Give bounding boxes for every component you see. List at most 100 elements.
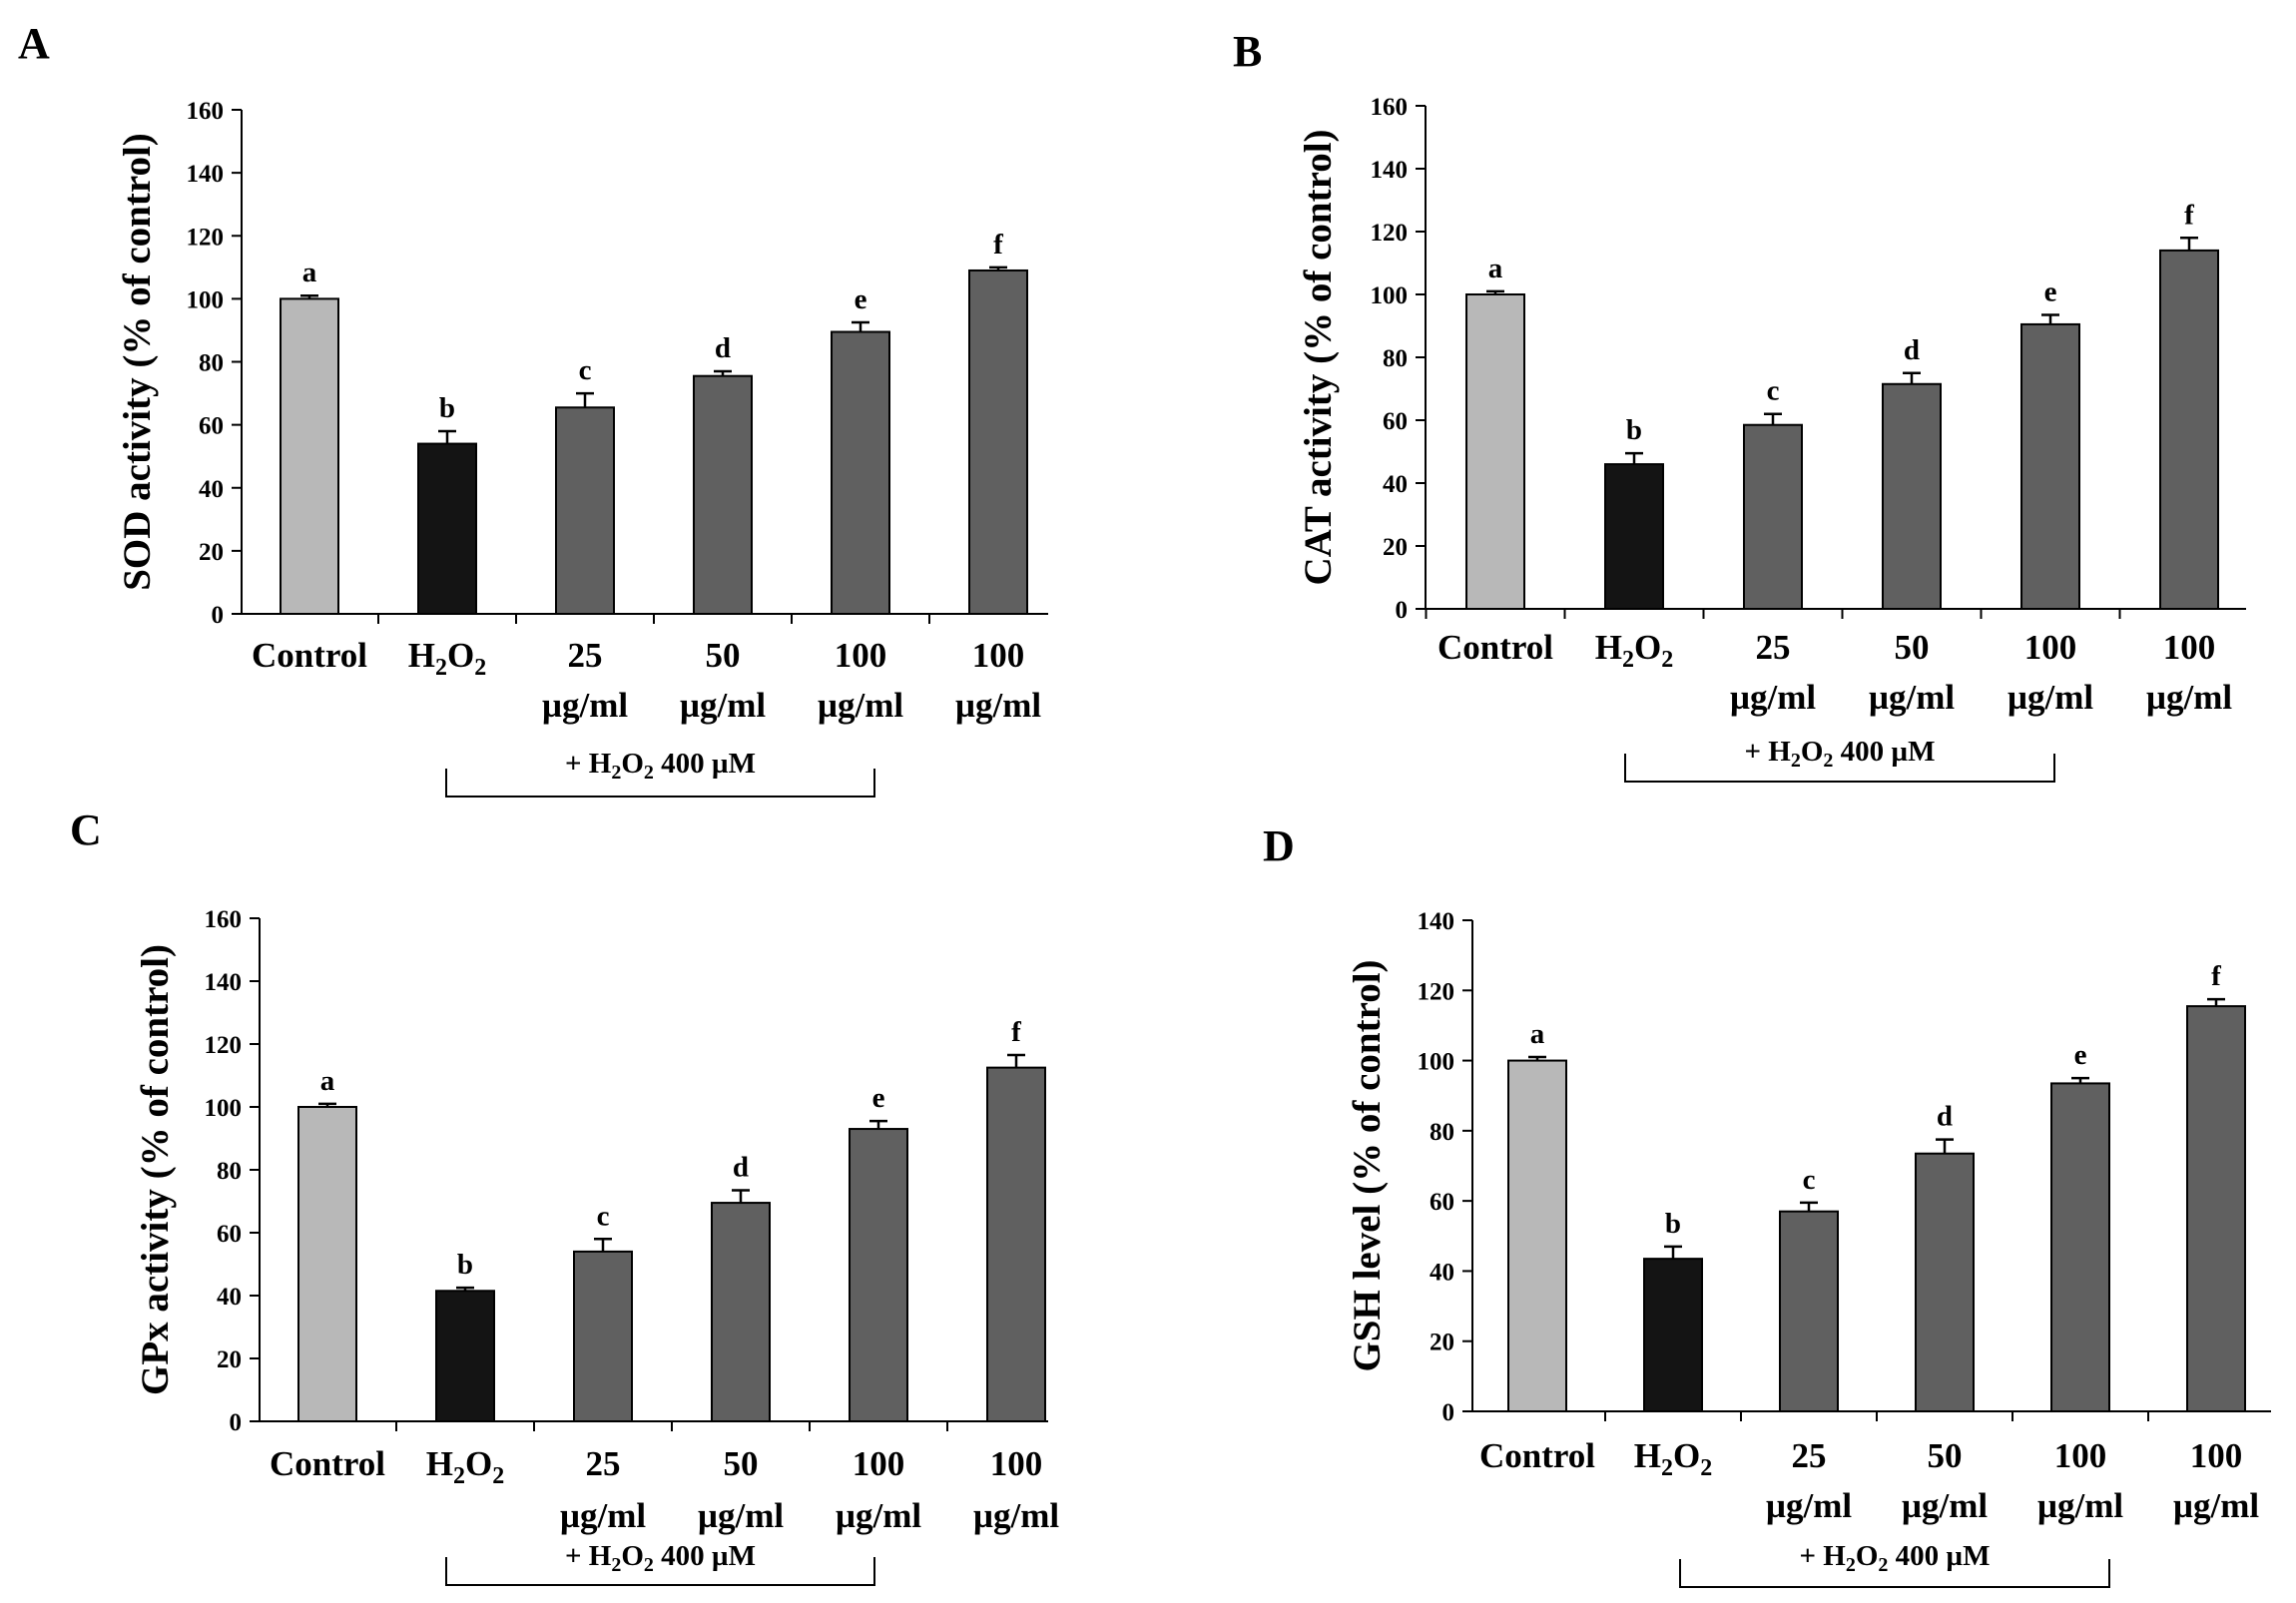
- bar: [297, 1106, 357, 1422]
- significance-letter: b: [1626, 414, 1642, 446]
- bar: [2186, 1005, 2246, 1412]
- treatment-bracket-label: + H2O2 400 µM: [1745, 736, 1936, 772]
- significance-letter: b: [1665, 1208, 1681, 1240]
- x-category-label: H2O2: [426, 1444, 504, 1489]
- significance-letter: b: [439, 392, 455, 424]
- x-category-unit-label: µg/ml: [973, 1496, 1060, 1535]
- x-category-label: 100: [853, 1444, 905, 1483]
- bar: [693, 374, 753, 615]
- significance-letter: a: [320, 1065, 335, 1097]
- x-category-label: 50: [724, 1444, 759, 1483]
- panel-letter: D: [1263, 821, 1295, 870]
- y-axis-label: SOD activity (% of control): [116, 133, 159, 591]
- y-tick-label: 140: [1418, 908, 1455, 935]
- significance-letter: c: [579, 354, 592, 386]
- y-tick-label: 0: [1396, 597, 1409, 624]
- x-category-label: 100: [835, 636, 887, 675]
- treatment-bracket: [445, 1557, 875, 1586]
- x-category-unit-label: µg/ml: [2146, 678, 2233, 717]
- x-category-label: 100: [2054, 1436, 2107, 1475]
- y-tick-label: 20: [1383, 534, 1408, 561]
- bar: [1604, 463, 1664, 610]
- significance-letter: f: [2211, 960, 2221, 992]
- x-category-label: Control: [252, 636, 367, 675]
- y-tick-label: 40: [217, 1284, 242, 1311]
- bar: [711, 1202, 771, 1422]
- y-tick-label: 120: [1418, 978, 1455, 1005]
- significance-letter: c: [1767, 375, 1780, 407]
- x-category-label: Control: [270, 1444, 385, 1483]
- bar: [1507, 1059, 1567, 1412]
- treatment-bracket-label: + H2O2 400 µM: [1800, 1540, 1991, 1576]
- x-category-label: 25: [1792, 1436, 1827, 1475]
- x-category-unit-label: µg/ml: [560, 1496, 647, 1535]
- significance-letter: d: [733, 1151, 749, 1183]
- significance-letter: f: [993, 229, 1003, 261]
- panel-letter: A: [18, 19, 50, 68]
- y-tick-label: 140: [205, 969, 243, 996]
- bar: [968, 268, 1028, 615]
- significance-letter: f: [2184, 199, 2194, 231]
- treatment-bracket: [1624, 754, 2055, 783]
- y-tick-label: 100: [1418, 1049, 1455, 1076]
- x-category-label: 50: [706, 636, 741, 675]
- treatment-bracket: [1679, 1559, 2110, 1588]
- x-category-unit-label: µg/ml: [680, 686, 767, 725]
- chart-panel-a: A 0 20 40 60 80 100 120 140 160 SOD activity (% of…: [18, 19, 1048, 798]
- y-tick-label: 60: [199, 413, 224, 440]
- y-axis-label: CAT activity (% of control): [1297, 129, 1340, 585]
- x-category-unit-label: µg/ml: [1902, 1486, 1989, 1525]
- x-category-label: 100: [2163, 628, 2216, 667]
- chart-panel-d: D 0 20 40 60 80 100 120 140 GSH level (% of contr…: [1263, 821, 2271, 1588]
- y-axis-label: GPx activity (% of control): [134, 944, 177, 1395]
- significance-letter: a: [1530, 1018, 1545, 1050]
- y-tick-label: 80: [199, 350, 224, 377]
- x-category-label: Control: [1437, 628, 1553, 667]
- x-category-label: H2O2: [408, 636, 486, 681]
- bar: [2050, 1082, 2110, 1413]
- significance-letter: c: [1803, 1164, 1816, 1196]
- x-category-unit-label: µg/ml: [836, 1496, 922, 1535]
- bar: [1743, 423, 1803, 610]
- significance-letter: c: [597, 1200, 610, 1232]
- y-tick-label: 60: [1430, 1189, 1454, 1216]
- y-tick-label: 160: [187, 98, 225, 125]
- bar: [831, 330, 890, 615]
- y-tick-label: 40: [1383, 471, 1408, 498]
- y-tick-label: 20: [199, 539, 224, 566]
- y-tick-label: 100: [187, 286, 225, 313]
- significance-letter: d: [715, 332, 731, 364]
- x-category-unit-label: µg/ml: [1730, 678, 1817, 717]
- y-tick-label: 0: [1442, 1399, 1455, 1426]
- chart-panel-c: C 0 20 40 60 80 100 120 140 160 GPx activity (% of…: [70, 805, 1060, 1586]
- x-category-unit-label: µg/ml: [1869, 678, 1956, 717]
- x-category-label: 25: [568, 636, 603, 675]
- x-category-label: H2O2: [1595, 628, 1673, 673]
- x-category-unit-label: µg/ml: [955, 686, 1042, 725]
- panel-letter: C: [70, 805, 102, 854]
- bar: [280, 297, 339, 615]
- x-category-unit-label: µg/ml: [1766, 1486, 1853, 1525]
- y-tick-label: 120: [205, 1032, 243, 1059]
- x-category-unit-label: µg/ml: [542, 686, 629, 725]
- bar: [573, 1250, 633, 1423]
- y-tick-label: 20: [217, 1346, 242, 1373]
- y-tick-label: 80: [1383, 345, 1408, 372]
- bar: [2159, 249, 2219, 610]
- y-tick-label: 40: [199, 476, 224, 503]
- y-tick-label: 80: [217, 1158, 242, 1185]
- x-category-unit-label: µg/ml: [698, 1496, 785, 1535]
- significance-letter: e: [2044, 275, 2057, 307]
- bar: [435, 1290, 495, 1423]
- bar: [1779, 1210, 1839, 1412]
- significance-letter: b: [457, 1249, 473, 1281]
- treatment-bracket-label: + H2O2 400 µM: [565, 748, 756, 784]
- bar: [1915, 1152, 1975, 1412]
- bar: [2020, 322, 2080, 610]
- panel-letter: B: [1233, 27, 1262, 76]
- significance-letter: a: [302, 257, 317, 288]
- y-tick-label: 60: [1383, 408, 1408, 435]
- y-tick-label: 20: [1430, 1330, 1454, 1356]
- x-category-label: 100: [2024, 628, 2077, 667]
- treatment-bracket: [445, 769, 875, 798]
